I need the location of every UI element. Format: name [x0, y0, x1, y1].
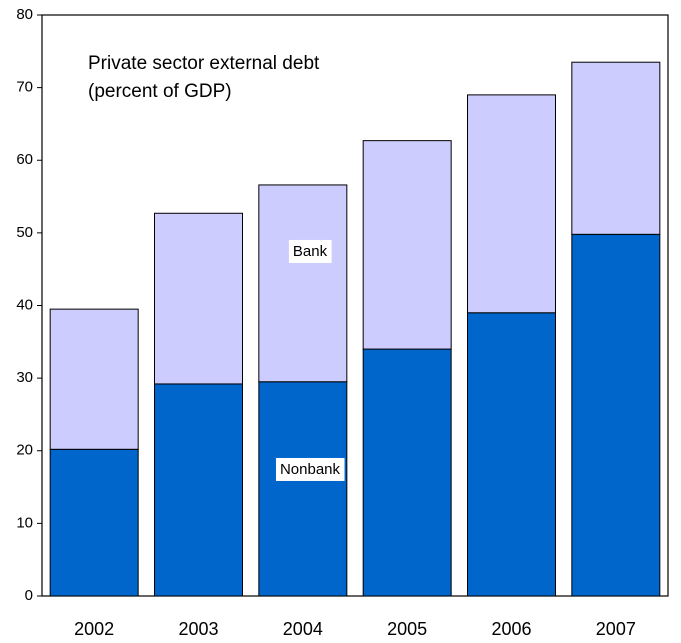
- chart-subtitle: (percent of GDP): [88, 81, 232, 102]
- y-tick-label: 40: [16, 296, 33, 313]
- bar-segment: [49, 448, 139, 597]
- y-tick-label: 50: [16, 224, 33, 241]
- y-tick-label: 80: [16, 6, 33, 23]
- x-tick-label: 2004: [283, 619, 323, 639]
- bar-segment: [362, 348, 452, 597]
- series-label: Nonbank: [280, 461, 341, 478]
- series-label: Bank: [293, 243, 328, 260]
- x-tick-label: 2003: [178, 619, 218, 639]
- y-tick-label: 60: [16, 151, 33, 168]
- bar-segment: [258, 184, 348, 383]
- bar-segment: [154, 383, 243, 597]
- x-tick-label: 2005: [387, 619, 427, 639]
- bar-segment: [467, 94, 556, 314]
- x-tick-label: 2007: [596, 619, 636, 639]
- bar-segment: [154, 212, 243, 385]
- y-tick-label: 20: [16, 442, 33, 459]
- bar-segment: [571, 61, 661, 235]
- x-tick-label: 2002: [74, 619, 114, 639]
- y-tick-label: 0: [25, 587, 33, 604]
- bar-segment: [571, 233, 661, 597]
- y-tick-label: 70: [16, 79, 33, 96]
- series-label-box: [288, 239, 332, 263]
- y-tick-label: 30: [16, 369, 33, 386]
- bar-segment: [467, 312, 556, 597]
- bar-segment: [49, 308, 139, 450]
- chart-title: Private sector external debt: [88, 53, 320, 74]
- series-label-box: [275, 457, 345, 481]
- bar-segment: [362, 140, 452, 350]
- x-tick-label: 2006: [491, 619, 531, 639]
- y-tick-label: 10: [16, 514, 33, 531]
- bar-segment: [258, 381, 348, 597]
